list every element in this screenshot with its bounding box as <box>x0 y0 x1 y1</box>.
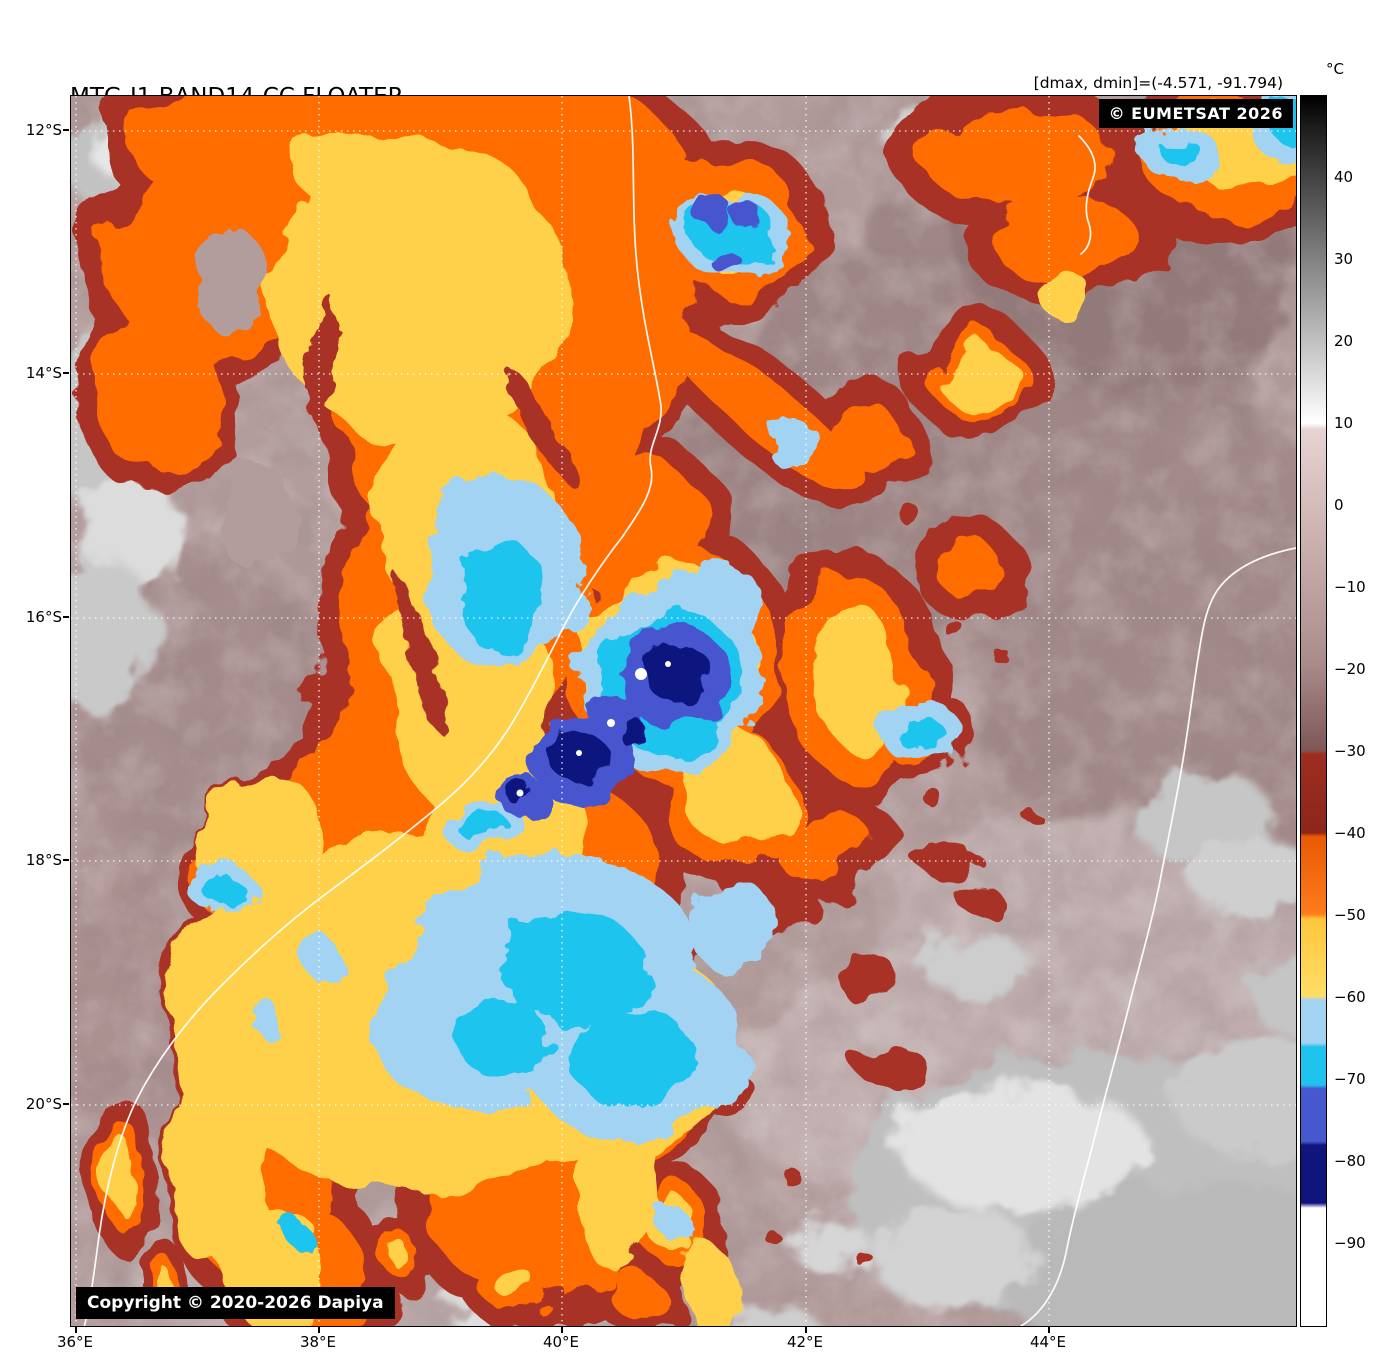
colorbar-tick-label: −90 <box>1334 1234 1366 1252</box>
colorbar-tick-label: −80 <box>1334 1152 1366 1170</box>
coastline-mozambique <box>83 96 662 1326</box>
temperature-colorbar <box>1300 95 1327 1327</box>
lat-tick-label: 16°S <box>25 608 62 626</box>
lat-tick-mark <box>63 616 69 618</box>
colorbar-tick-label: −10 <box>1334 578 1366 596</box>
coastline-madagascar <box>1020 547 1296 1326</box>
colorbar-tick-label: −30 <box>1334 742 1366 760</box>
lat-tick-label: 14°S <box>25 364 62 382</box>
lon-tick-label: 44°E <box>1029 1333 1067 1351</box>
lat-tick-label: 18°S <box>25 851 62 869</box>
colorbar-unit-label: °C <box>1326 60 1344 78</box>
colorbar-tick-label: −50 <box>1334 906 1366 924</box>
colorbar-tick-label: 10 <box>1334 414 1354 432</box>
lon-tick-label: 38°E <box>299 1333 337 1351</box>
copyright-badge: Copyright © 2020-2026 Dapiya <box>76 1287 395 1319</box>
lon-tick-label: 42°E <box>786 1333 824 1351</box>
map-panel: © EUMETSAT 2026 Copyright © 2020-2026 Da… <box>70 95 1297 1327</box>
satellite-image <box>71 96 1296 1326</box>
coastline-north-fragment <box>1078 135 1096 255</box>
colorbar-tick-label: 40 <box>1334 168 1354 186</box>
lon-tick-mark <box>805 1327 807 1333</box>
colorbar-tick-label: −20 <box>1334 660 1366 678</box>
lon-tick-mark <box>318 1327 320 1333</box>
lon-tick-label: 40°E <box>542 1333 580 1351</box>
lat-tick-label: 20°S <box>25 1095 62 1113</box>
colorbar-tick-label: −70 <box>1334 1070 1366 1088</box>
lon-tick-label: 36°E <box>56 1333 94 1351</box>
colorbar-tick-label: −60 <box>1334 988 1366 1006</box>
lat-tick-mark <box>63 1103 69 1105</box>
dmax-dmin-annotation: [dmax, dmin]=(-4.571, -91.794) <box>1033 74 1283 92</box>
eumetsat-badge: © EUMETSAT 2026 <box>1098 99 1293 128</box>
lon-tick-mark <box>75 1327 77 1333</box>
coldest-tops-layer <box>516 661 671 797</box>
colorbar-tick-label: 20 <box>1334 332 1354 350</box>
cloud-layer-navy <box>506 643 711 805</box>
lat-tick-label: 12°S <box>25 121 62 139</box>
coastline-layer <box>83 96 1296 1326</box>
red-speckle-layer <box>763 507 1039 1263</box>
lon-tick-mark <box>1048 1327 1050 1333</box>
lon-tick-mark <box>561 1327 563 1333</box>
lat-tick-mark <box>63 129 69 131</box>
graticule <box>71 96 1296 1326</box>
colorbar-tick-label: 30 <box>1334 250 1354 268</box>
lat-tick-mark <box>63 859 69 861</box>
colorbar-tick-label: 0 <box>1334 496 1344 514</box>
cloud-detail-layer <box>196 226 578 734</box>
colorbar-tick-label: −40 <box>1334 824 1366 842</box>
lat-tick-mark <box>63 372 69 374</box>
